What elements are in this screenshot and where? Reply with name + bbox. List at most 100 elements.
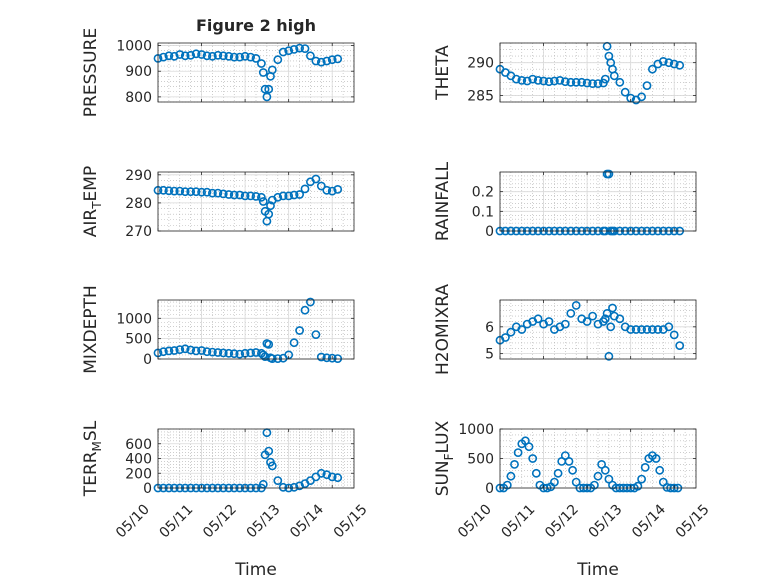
data-point — [322, 185, 332, 195]
y-label-rest: EMP — [81, 166, 101, 202]
axes-box — [157, 42, 355, 103]
data-point — [615, 77, 625, 87]
data-point — [675, 60, 685, 70]
axes-box — [499, 171, 697, 232]
plot-area — [500, 43, 696, 102]
x-axis — [499, 300, 675, 359]
data-point — [267, 461, 277, 471]
y-label-subscript: M — [90, 441, 104, 451]
y-tick-label: 290 — [125, 168, 152, 184]
data-point — [273, 192, 283, 202]
data-point — [305, 51, 315, 61]
data-point — [289, 338, 299, 348]
data-point — [664, 322, 674, 332]
series-markers — [153, 43, 343, 102]
data-point — [653, 325, 663, 334]
data-point — [224, 190, 234, 199]
data-point — [560, 319, 570, 329]
data-point — [511, 74, 521, 84]
y-axis-label: PRESSURE — [81, 28, 101, 117]
data-point — [266, 201, 275, 211]
data-point — [582, 78, 592, 88]
data-point — [197, 346, 206, 355]
data-point — [531, 468, 541, 478]
data-point — [544, 77, 554, 87]
axes-box — [157, 299, 355, 360]
data-point — [588, 311, 597, 321]
data-point — [588, 79, 597, 88]
data-point — [648, 64, 657, 74]
y-tick-label: 0 — [485, 481, 494, 497]
y-axis-label: RAINFALL — [433, 161, 453, 241]
data-point — [327, 353, 337, 363]
data-point — [620, 87, 630, 97]
data-point — [533, 314, 543, 324]
data-point — [500, 333, 510, 342]
y-tick-label: 1000 — [116, 311, 152, 327]
data-point — [528, 74, 538, 84]
data-point — [289, 190, 299, 200]
data-point — [564, 456, 574, 466]
data-point — [571, 300, 581, 310]
data-point — [262, 92, 272, 102]
x-axis-label: Time — [234, 560, 277, 580]
data-point — [553, 468, 563, 478]
data-point — [533, 76, 543, 85]
data-point — [175, 345, 185, 354]
data-point — [322, 353, 332, 363]
data-point — [180, 51, 190, 61]
data-point — [164, 346, 174, 356]
data-point — [631, 325, 641, 334]
data-point — [278, 191, 288, 201]
data-point — [506, 471, 516, 481]
data-point — [522, 76, 532, 86]
y-axis-label: THETA — [433, 45, 453, 101]
data-point — [289, 482, 299, 492]
y-axis-label: H2OMIXRA — [433, 284, 453, 375]
y-axis-label: AIRTEMP — [81, 166, 104, 237]
data-point — [158, 347, 168, 357]
data-point — [267, 65, 277, 75]
data-point — [213, 188, 223, 198]
data-point — [517, 325, 527, 334]
data-point — [191, 187, 201, 197]
data-point — [593, 471, 603, 481]
data-point — [169, 346, 179, 355]
data-point — [327, 472, 337, 482]
data-point — [295, 43, 304, 53]
series-markers — [153, 297, 343, 363]
data-point — [550, 477, 559, 487]
data-point — [207, 188, 217, 198]
subplot-1: 800 900 1000 PRESSURE — [81, 28, 355, 117]
y-tick-label: 270 — [125, 224, 152, 240]
data-point — [218, 189, 228, 199]
x-axis — [157, 43, 333, 102]
y-tick-label: 400 — [125, 452, 152, 468]
data-point — [606, 322, 616, 332]
y-tick-label: 0.2 — [472, 185, 494, 201]
y-tick-label: 600 — [125, 437, 152, 453]
data-point — [256, 59, 266, 68]
y-tick-label: 285 — [467, 88, 494, 104]
data-point — [571, 77, 581, 87]
data-point — [180, 187, 190, 197]
y-tick-label: 500 — [125, 332, 152, 348]
y-label-main: AIR — [81, 209, 101, 238]
y-axis-label: TERRMSL — [81, 420, 104, 497]
data-point — [260, 84, 270, 94]
data-point — [258, 197, 268, 206]
data-point — [186, 187, 196, 197]
data-point — [658, 57, 668, 66]
y-axis: 270 280 290 — [125, 168, 354, 240]
y-tick-label: 290 — [467, 56, 494, 72]
data-point — [517, 76, 527, 85]
data-point — [642, 81, 652, 90]
data-point — [197, 187, 206, 197]
data-point — [305, 297, 315, 307]
data-point — [300, 44, 310, 53]
data-point — [169, 51, 179, 61]
data-point — [197, 50, 206, 59]
data-point — [675, 341, 685, 350]
data-point — [316, 181, 326, 191]
